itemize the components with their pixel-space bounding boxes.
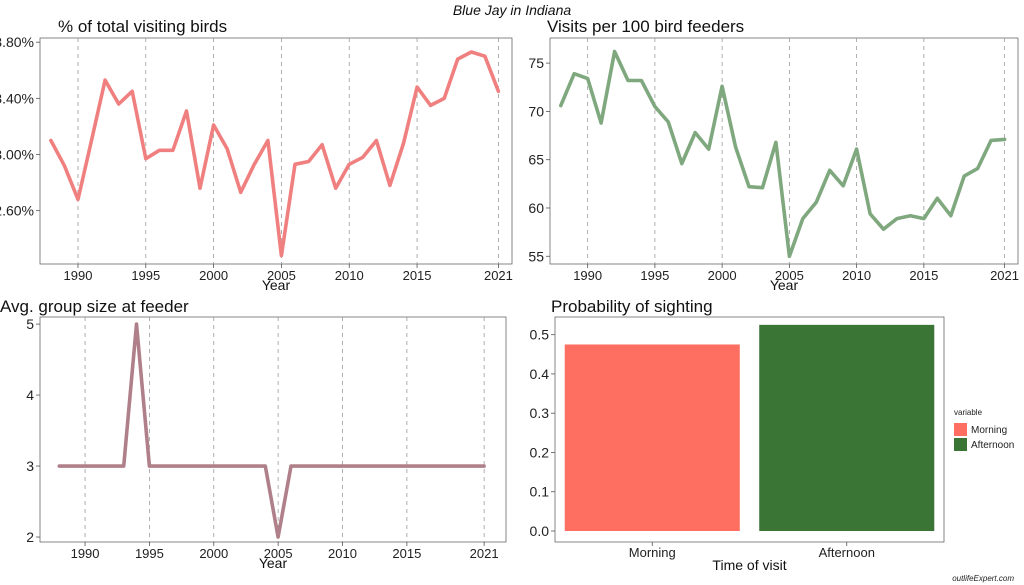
legend-swatch <box>954 438 967 451</box>
x-tick-label: 2000 <box>199 546 228 561</box>
y-tick-label: 4 <box>26 387 34 403</box>
x-tick-label: 2015 <box>403 268 432 283</box>
x-tick-label: Morning <box>629 545 676 560</box>
x-tick-label: 1990 <box>71 546 100 561</box>
x-tick-label: 2005 <box>264 546 293 561</box>
y-tick-label: 5 <box>26 316 34 332</box>
legend-label: Morning <box>971 425 1007 436</box>
chart-visits-per-feeders: Visits per 100 bird feeders 55 60 65 70 75 199… <box>528 17 1019 293</box>
x-tick-label: 1990 <box>573 268 602 283</box>
x-axis-label: Time of visit <box>712 557 786 573</box>
y-tick-label: 3.40% <box>0 90 34 106</box>
x-tick-label: 2010 <box>842 268 871 283</box>
x-tick-label: 2010 <box>328 546 357 561</box>
series-line <box>49 50 501 258</box>
x-tick-label: 2000 <box>708 268 737 283</box>
chart-title: Avg. group size at feeder <box>0 297 189 316</box>
chart-probability-sighting: Probability of sighting 0.0 0.1 0.2 0.3 0.4 0.… <box>530 297 1015 573</box>
y-tick-label: 3.80% <box>0 34 34 50</box>
y-tick-label: 0.5 <box>530 327 550 343</box>
y-tick-label: 0.4 <box>530 366 550 382</box>
y-tick-label: 3 <box>26 458 34 474</box>
y-tick-label: 65 <box>528 152 544 168</box>
x-tick-label: 2005 <box>267 268 296 283</box>
legend-swatch <box>954 423 967 436</box>
x-tick-label: 1995 <box>640 268 669 283</box>
y-tick-label: 2.60% <box>0 203 34 219</box>
x-tick-label: 2015 <box>392 546 421 561</box>
x-tick-label: 2015 <box>909 268 938 283</box>
x-tick-label: 1995 <box>135 546 164 561</box>
x-axis-label: Year <box>770 277 799 293</box>
y-tick-label: 75 <box>528 55 544 71</box>
page-title: Blue Jay in Indiana <box>452 2 572 18</box>
y-tick-label: 0.2 <box>530 444 550 460</box>
y-tick-label: 0.0 <box>530 523 550 539</box>
legend-title: variable <box>954 408 983 417</box>
y-tick-label: 60 <box>528 200 544 216</box>
chart-title: Visits per 100 bird feeders <box>547 17 744 36</box>
plot-frame <box>554 316 945 543</box>
y-tick-label: 0.1 <box>530 484 550 500</box>
x-tick-label: 2021 <box>484 268 513 283</box>
legend-label: Afternoon <box>971 440 1014 451</box>
y-tick-label: 2 <box>26 529 34 545</box>
x-tick-label: 1990 <box>64 268 93 283</box>
bar <box>759 324 935 532</box>
plot-frame <box>39 316 507 543</box>
y-tick-label: 0.3 <box>530 405 550 421</box>
chart-title: Probability of sighting <box>551 297 713 316</box>
x-tick-label: 2000 <box>199 268 228 283</box>
plot-frame <box>39 37 513 265</box>
x-axis-label: Year <box>259 555 288 571</box>
series-line <box>558 49 1007 259</box>
plot-frame <box>549 37 1019 265</box>
y-tick-label: 3.00% <box>0 147 34 163</box>
x-tick-label: 2021 <box>990 268 1019 283</box>
x-tick-label: 2005 <box>775 268 804 283</box>
chart-title: % of total visiting birds <box>58 17 227 36</box>
x-tick-label: Afternoon <box>819 545 875 560</box>
y-tick-label: 55 <box>528 248 544 264</box>
x-tick-label: 2010 <box>335 268 364 283</box>
y-tick-label: 70 <box>528 103 544 119</box>
x-tick-label: 1995 <box>131 268 160 283</box>
x-tick-label: 2021 <box>470 546 499 561</box>
chart-group-size: Avg. group size at feeder 2 3 4 5 1990 1995 200… <box>0 297 507 571</box>
bar <box>564 344 740 532</box>
x-axis-label: Year <box>262 277 291 293</box>
chart-percent-visiting: % of total visiting birds 2.60% 3.00% 3.40%… <box>0 17 513 293</box>
series-line <box>57 322 486 539</box>
watermark: outlifeExpert.com <box>952 574 1014 583</box>
